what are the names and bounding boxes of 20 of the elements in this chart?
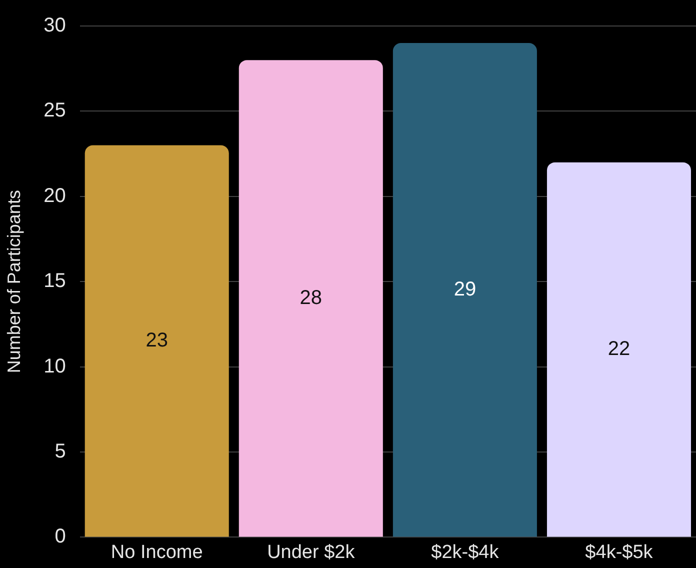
y-axis-title: Number of Participants: [4, 190, 24, 374]
y-tick-label: 10: [44, 355, 66, 378]
y-tick-label: 25: [44, 100, 66, 122]
y-tick-label: 30: [44, 14, 66, 37]
x-tick-label: Under $2k: [267, 542, 356, 563]
data-label: 28: [300, 286, 322, 309]
data-label: 29: [454, 278, 476, 300]
bar: [238, 60, 383, 537]
data-label: 22: [608, 338, 630, 360]
bar: [392, 43, 537, 537]
y-tick-label: 0: [54, 526, 66, 548]
y-tick-label: 20: [44, 184, 66, 207]
y-tick-label: 5: [54, 440, 66, 463]
data-label: 23: [146, 330, 168, 352]
bar: [546, 162, 691, 537]
x-tick-label: $2k-$4k: [431, 542, 500, 563]
x-tick-label: No Income: [110, 542, 203, 563]
x-tick-label: $4k-$5k: [585, 542, 654, 563]
bar: [84, 145, 229, 537]
y-tick-label: 15: [44, 270, 66, 292]
